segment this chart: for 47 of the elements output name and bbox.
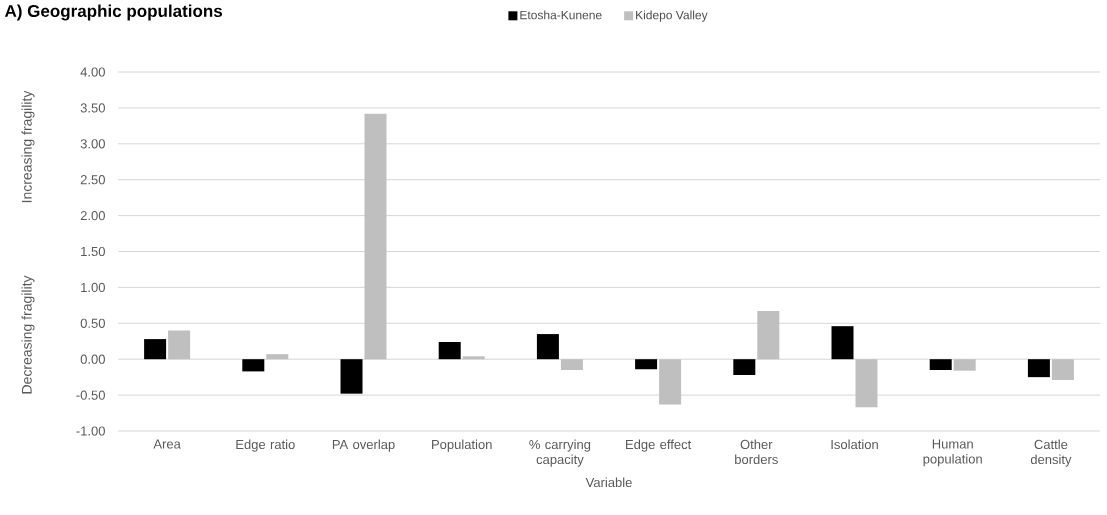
x-tick-label: PA overlap [332,439,395,452]
text: Decreasing fragility [21,275,35,394]
bar [929,359,952,370]
legend-label: Kidepo Valley [636,10,708,22]
chart-title: A) Geographic populations [4,4,223,21]
y-axis-title: Increasing fragility [21,90,35,203]
y-tick-label: 2.50 [80,175,105,185]
bar [438,341,461,360]
bar [340,359,363,394]
bar [364,113,387,360]
x-tick-label: Population [432,439,492,452]
y-tick-label: 3.50 [80,103,105,113]
bar [757,311,780,360]
y-tick-label: 3.00 [80,139,105,149]
y-tick-label: -0.50 [76,390,105,400]
y-tick-label: 1.50 [81,246,105,257]
bar [242,359,265,372]
x-tick-label: Edge ratio [236,439,295,452]
x-tick-label: Edge effect [626,439,692,452]
bar [733,359,756,375]
x-tick-label: Area [153,439,181,449]
y-tick-label: 1.00 [81,282,105,292]
legend-label: Etosha-Kunene [520,10,602,20]
x-tick-label: Human population [923,439,982,467]
y-tick-label: 0.00 [80,354,105,364]
bar [831,326,854,360]
bar [144,339,167,360]
bar [659,359,682,405]
bar [635,359,658,370]
bar [1051,359,1074,381]
y-tick-label: -1.00 [76,426,105,436]
y-tick-label: 2.00 [80,211,105,221]
bar [266,354,289,360]
x-tick-label: % carrying capacity [529,439,591,467]
bar [855,359,878,408]
x-tick-label: Isolation [831,439,878,450]
bar [953,359,976,371]
y-tick-label: 0.50 [80,318,105,328]
x-tick-label: Other borders [735,439,778,465]
bar [560,359,583,370]
bar [1027,359,1050,378]
y-tick-label: 4.00 [80,67,105,77]
bar [462,356,485,360]
x-axis-title: Variable [585,477,632,488]
bar [168,330,191,360]
bar [536,334,559,360]
x-tick-label: Cattle density [1030,439,1072,467]
